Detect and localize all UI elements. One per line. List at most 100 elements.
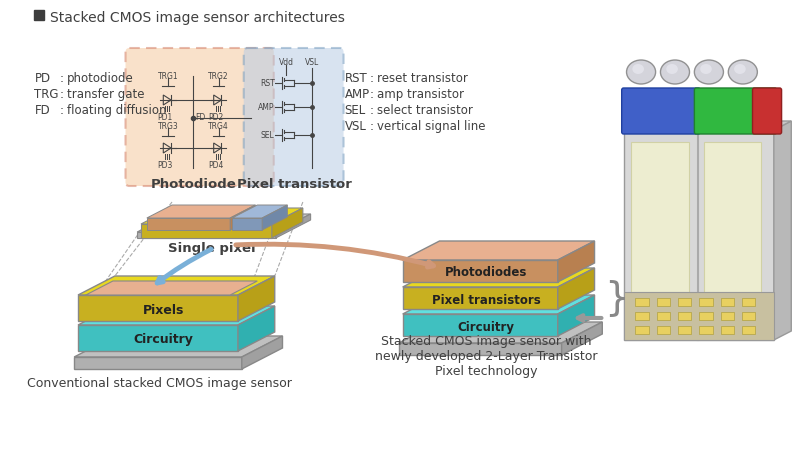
FancyBboxPatch shape: [622, 88, 700, 134]
Polygon shape: [624, 121, 791, 130]
Polygon shape: [402, 295, 594, 314]
Text: TRG4: TRG4: [208, 122, 229, 131]
Text: Photodiodes: Photodiodes: [445, 266, 527, 279]
Bar: [657, 298, 670, 306]
Text: }: }: [604, 279, 629, 317]
FancyBboxPatch shape: [694, 88, 777, 134]
Text: :: :: [370, 88, 374, 101]
Text: PD2: PD2: [208, 113, 223, 122]
Polygon shape: [558, 241, 594, 282]
Text: :: :: [370, 120, 374, 133]
Text: SEL: SEL: [261, 131, 274, 140]
Polygon shape: [398, 343, 562, 355]
Ellipse shape: [700, 64, 712, 74]
Bar: [742, 312, 755, 320]
Bar: [678, 312, 691, 320]
Bar: [742, 298, 755, 306]
Polygon shape: [78, 295, 238, 321]
Ellipse shape: [734, 64, 746, 74]
Text: AMP: AMP: [258, 103, 274, 112]
Polygon shape: [238, 306, 274, 351]
Text: Circuitry: Circuitry: [134, 333, 194, 346]
Bar: [721, 312, 734, 320]
Bar: [699, 326, 713, 334]
Ellipse shape: [694, 60, 723, 84]
Polygon shape: [137, 214, 310, 232]
Polygon shape: [242, 336, 282, 369]
Polygon shape: [402, 268, 594, 287]
Polygon shape: [232, 205, 287, 218]
Bar: [635, 312, 649, 320]
Text: Stacked CMOS image sensor architectures: Stacked CMOS image sensor architectures: [50, 11, 345, 25]
Text: RST: RST: [345, 72, 367, 85]
Bar: [631, 142, 689, 292]
Polygon shape: [272, 208, 303, 238]
Text: TRG2: TRG2: [208, 72, 229, 81]
Text: :: :: [60, 104, 64, 117]
Bar: [635, 326, 649, 334]
Text: select transistor: select transistor: [378, 104, 474, 117]
Ellipse shape: [626, 60, 656, 84]
Text: Vdd: Vdd: [279, 58, 294, 67]
Bar: [721, 326, 734, 334]
Text: SEL: SEL: [345, 104, 366, 117]
Text: TRG: TRG: [34, 88, 59, 101]
Polygon shape: [232, 218, 262, 230]
Polygon shape: [562, 322, 602, 355]
Polygon shape: [262, 205, 287, 230]
Ellipse shape: [666, 64, 678, 74]
Text: :: :: [60, 72, 64, 85]
Polygon shape: [558, 295, 594, 336]
Text: Pixels: Pixels: [142, 304, 184, 316]
Text: Pixel transistors: Pixel transistors: [432, 294, 540, 306]
Text: FD: FD: [34, 104, 50, 117]
Bar: [624, 292, 774, 340]
Polygon shape: [78, 276, 274, 295]
Text: PD4: PD4: [208, 161, 223, 170]
FancyBboxPatch shape: [244, 48, 343, 186]
Polygon shape: [398, 322, 602, 343]
Polygon shape: [402, 260, 558, 282]
Polygon shape: [402, 287, 558, 309]
Ellipse shape: [661, 60, 690, 84]
Polygon shape: [276, 214, 310, 238]
Ellipse shape: [728, 60, 758, 84]
Text: vertical signal line: vertical signal line: [378, 120, 486, 133]
Polygon shape: [141, 208, 303, 224]
Text: transfer gate: transfer gate: [67, 88, 145, 101]
Bar: [624, 130, 774, 340]
Text: reset transistor: reset transistor: [378, 72, 468, 85]
Bar: [34, 10, 44, 20]
Text: Photodiode: Photodiode: [150, 178, 236, 191]
Text: VSL: VSL: [345, 120, 366, 133]
Polygon shape: [402, 314, 558, 336]
Text: TRG1: TRG1: [158, 72, 178, 81]
Text: :: :: [370, 104, 374, 117]
Bar: [678, 298, 691, 306]
Bar: [678, 326, 691, 334]
Bar: [635, 298, 649, 306]
Polygon shape: [402, 241, 594, 260]
Text: AMP: AMP: [345, 88, 370, 101]
Text: PD3: PD3: [158, 161, 173, 170]
Polygon shape: [78, 325, 238, 351]
Text: :: :: [60, 88, 64, 101]
Bar: [721, 298, 734, 306]
Text: amp transistor: amp transistor: [378, 88, 465, 101]
Text: Single pixel: Single pixel: [168, 242, 255, 255]
Text: Pixel transistor: Pixel transistor: [237, 178, 351, 191]
Polygon shape: [558, 268, 594, 309]
FancyBboxPatch shape: [753, 88, 782, 134]
Text: FD: FD: [195, 114, 206, 123]
Text: :: :: [370, 72, 374, 85]
Polygon shape: [74, 357, 242, 369]
Text: floating diffusion: floating diffusion: [67, 104, 167, 117]
Text: VSL: VSL: [305, 58, 318, 67]
Text: PD: PD: [34, 72, 50, 85]
Polygon shape: [74, 336, 282, 357]
Polygon shape: [137, 232, 276, 238]
Polygon shape: [78, 306, 274, 325]
Polygon shape: [238, 276, 274, 321]
Bar: [699, 312, 713, 320]
Polygon shape: [774, 121, 791, 340]
